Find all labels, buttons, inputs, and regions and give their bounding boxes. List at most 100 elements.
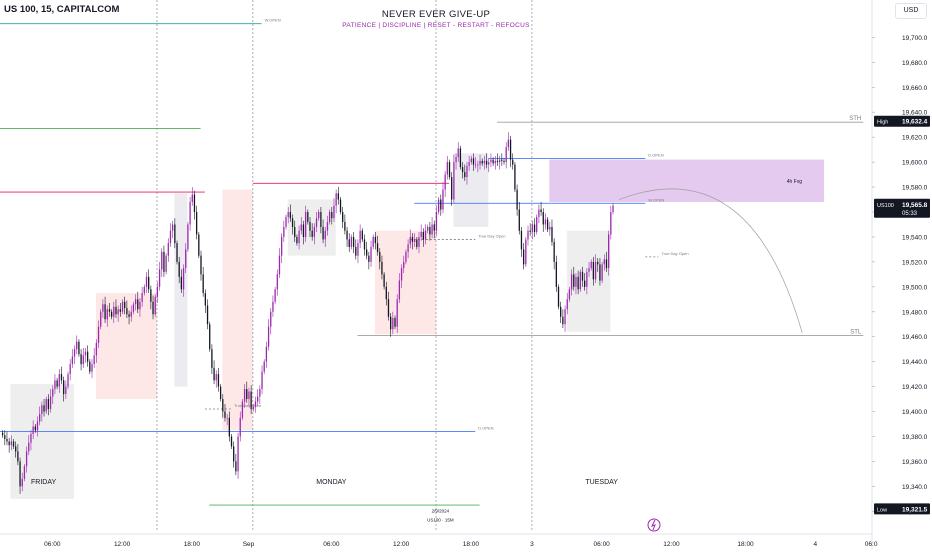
candle-up (259, 389, 261, 397)
candle-down (459, 148, 462, 168)
candle-down (233, 446, 235, 462)
candle-down (376, 243, 379, 252)
candle-down (193, 194, 196, 212)
candle-down (219, 386, 222, 400)
candle-up (466, 165, 468, 178)
candle-down (202, 274, 204, 294)
price-axis[interactable]: 19,320.019,340.019,360.019,380.019,400.0… (871, 0, 932, 550)
level-label: STL (850, 329, 862, 335)
session-label: MONDAY (316, 479, 347, 486)
candle-down (15, 446, 17, 452)
candle-down (481, 160, 483, 164)
candle-down (206, 305, 209, 325)
candle-down (322, 226, 324, 240)
candle-down (137, 299, 139, 310)
price-tick-label: 19,640.0 (902, 110, 928, 117)
candle-down (200, 255, 202, 275)
candle-up (418, 236, 420, 247)
currency-button[interactable]: USD (895, 3, 927, 19)
candle-down (8, 441, 10, 446)
candle-down (374, 236, 377, 244)
candle-up (215, 374, 217, 381)
candle-up (145, 276, 148, 287)
candle-up (52, 389, 54, 397)
time-tick-label: 06:00 (44, 541, 61, 548)
candle-up (324, 230, 326, 240)
candle-up (167, 243, 169, 256)
candle-down (180, 276, 183, 290)
candle-down (34, 426, 36, 431)
candle-up (272, 301, 274, 312)
candle-up (41, 405, 43, 415)
candle-up (283, 226, 285, 237)
candle-down (204, 293, 207, 306)
candle-up (36, 421, 39, 431)
candle-down (224, 411, 226, 418)
price-marker-label: US100 (877, 203, 894, 209)
candle-up (58, 374, 60, 387)
candle-down (433, 224, 435, 231)
price-tick-label: 19,480.0 (902, 309, 928, 316)
candle-up (226, 417, 228, 419)
candle-down (518, 209, 520, 231)
fvg-zone (549, 159, 825, 203)
candle-up (95, 342, 98, 356)
candle-down (597, 261, 599, 265)
candle-down (546, 219, 549, 230)
candle-up (525, 239, 527, 265)
projection-arc (618, 188, 803, 334)
candle-up (54, 380, 56, 390)
candle-down (344, 221, 346, 231)
session-label: TUESDAY (585, 479, 618, 486)
candle-down (584, 280, 586, 287)
candle-down (230, 436, 233, 447)
candle-up (97, 326, 100, 343)
candle-down (294, 226, 296, 237)
candle-up (531, 224, 534, 232)
candle-up (586, 271, 588, 287)
candle-down (110, 311, 113, 317)
candle-up (601, 264, 603, 281)
candle-up (91, 364, 93, 372)
background-layer (0, 0, 611, 530)
candle-down (562, 316, 564, 325)
candle-up (427, 226, 429, 231)
candle-up (132, 304, 135, 312)
candle-up (154, 296, 156, 315)
candle-down (448, 162, 451, 178)
candle-up (420, 231, 422, 237)
candle-down (485, 160, 488, 165)
price-marker (874, 115, 930, 127)
candle-down (394, 318, 396, 327)
replay-lightning-icon[interactable] (647, 518, 661, 532)
candle-up (30, 433, 32, 443)
candle-up (350, 236, 353, 247)
candle-up (82, 355, 84, 365)
candle-up (100, 311, 102, 327)
candle-up (442, 189, 444, 210)
candle-down (411, 236, 414, 242)
candle-down (577, 276, 579, 290)
level-label: W.OPEN (648, 197, 664, 202)
candle-down (307, 212, 309, 222)
price-marker-label: Low (877, 507, 887, 513)
price-tick-label: 19,340.0 (902, 484, 928, 491)
candle-up (357, 243, 359, 256)
level-label: STH (849, 116, 861, 122)
candle-up (588, 268, 590, 272)
candle-down (512, 159, 514, 165)
candle-up (165, 255, 167, 272)
candle-down (346, 230, 348, 240)
candle-up (254, 401, 257, 407)
candle-up (263, 361, 265, 372)
candle-down (195, 212, 198, 235)
candle-up (69, 364, 71, 375)
candle-down (387, 299, 390, 317)
candle-up (117, 309, 119, 315)
candle-up (241, 401, 244, 418)
candle-up (25, 451, 28, 467)
candle-down (520, 230, 523, 250)
time-axis[interactable]: FRIDAY MONDAY TUESDAY 06:00 12:00 18:00 Sep 06:… (0, 479, 878, 548)
